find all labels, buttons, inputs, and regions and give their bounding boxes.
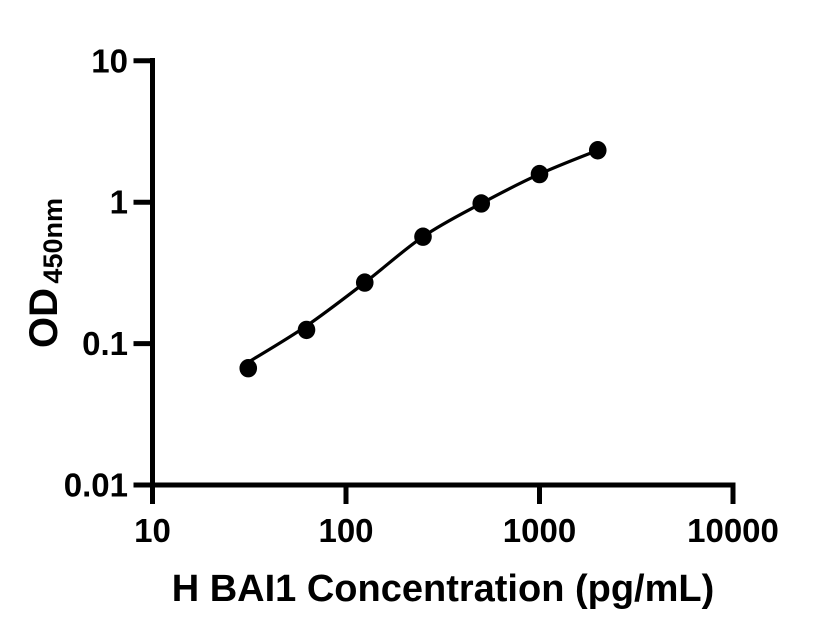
data-point bbox=[414, 227, 432, 246]
x-tick-label: 100 bbox=[318, 512, 373, 549]
y-axis-title-main: OD bbox=[22, 288, 66, 348]
data-point bbox=[588, 141, 607, 160]
x-axis-title: H BAI1 Concentration (pg/mL) bbox=[172, 568, 715, 610]
data-series bbox=[239, 141, 607, 378]
x-tick-label: 10 bbox=[134, 512, 171, 549]
axes bbox=[150, 58, 736, 488]
y-tick-label: 0.1 bbox=[82, 325, 128, 362]
y-tick-label: 10 bbox=[91, 42, 128, 79]
y-axis-title-subscript: 450nm bbox=[38, 198, 68, 284]
y-axis-title: OD 450nm bbox=[22, 198, 68, 348]
data-point bbox=[472, 194, 491, 213]
x-tick-label: 10000 bbox=[687, 512, 779, 549]
data-point bbox=[297, 320, 316, 340]
data-point bbox=[530, 164, 549, 184]
data-point bbox=[355, 273, 374, 292]
axis-ticks bbox=[133, 58, 736, 504]
y-tick-label: 0.01 bbox=[64, 467, 128, 504]
y-tick-label: 1 bbox=[110, 184, 128, 221]
x-tick-label: 1000 bbox=[503, 512, 576, 549]
axis-tick-labels: 10 100 1000 10000 10 1 0.1 0.01 bbox=[64, 42, 779, 549]
data-point bbox=[239, 358, 258, 378]
